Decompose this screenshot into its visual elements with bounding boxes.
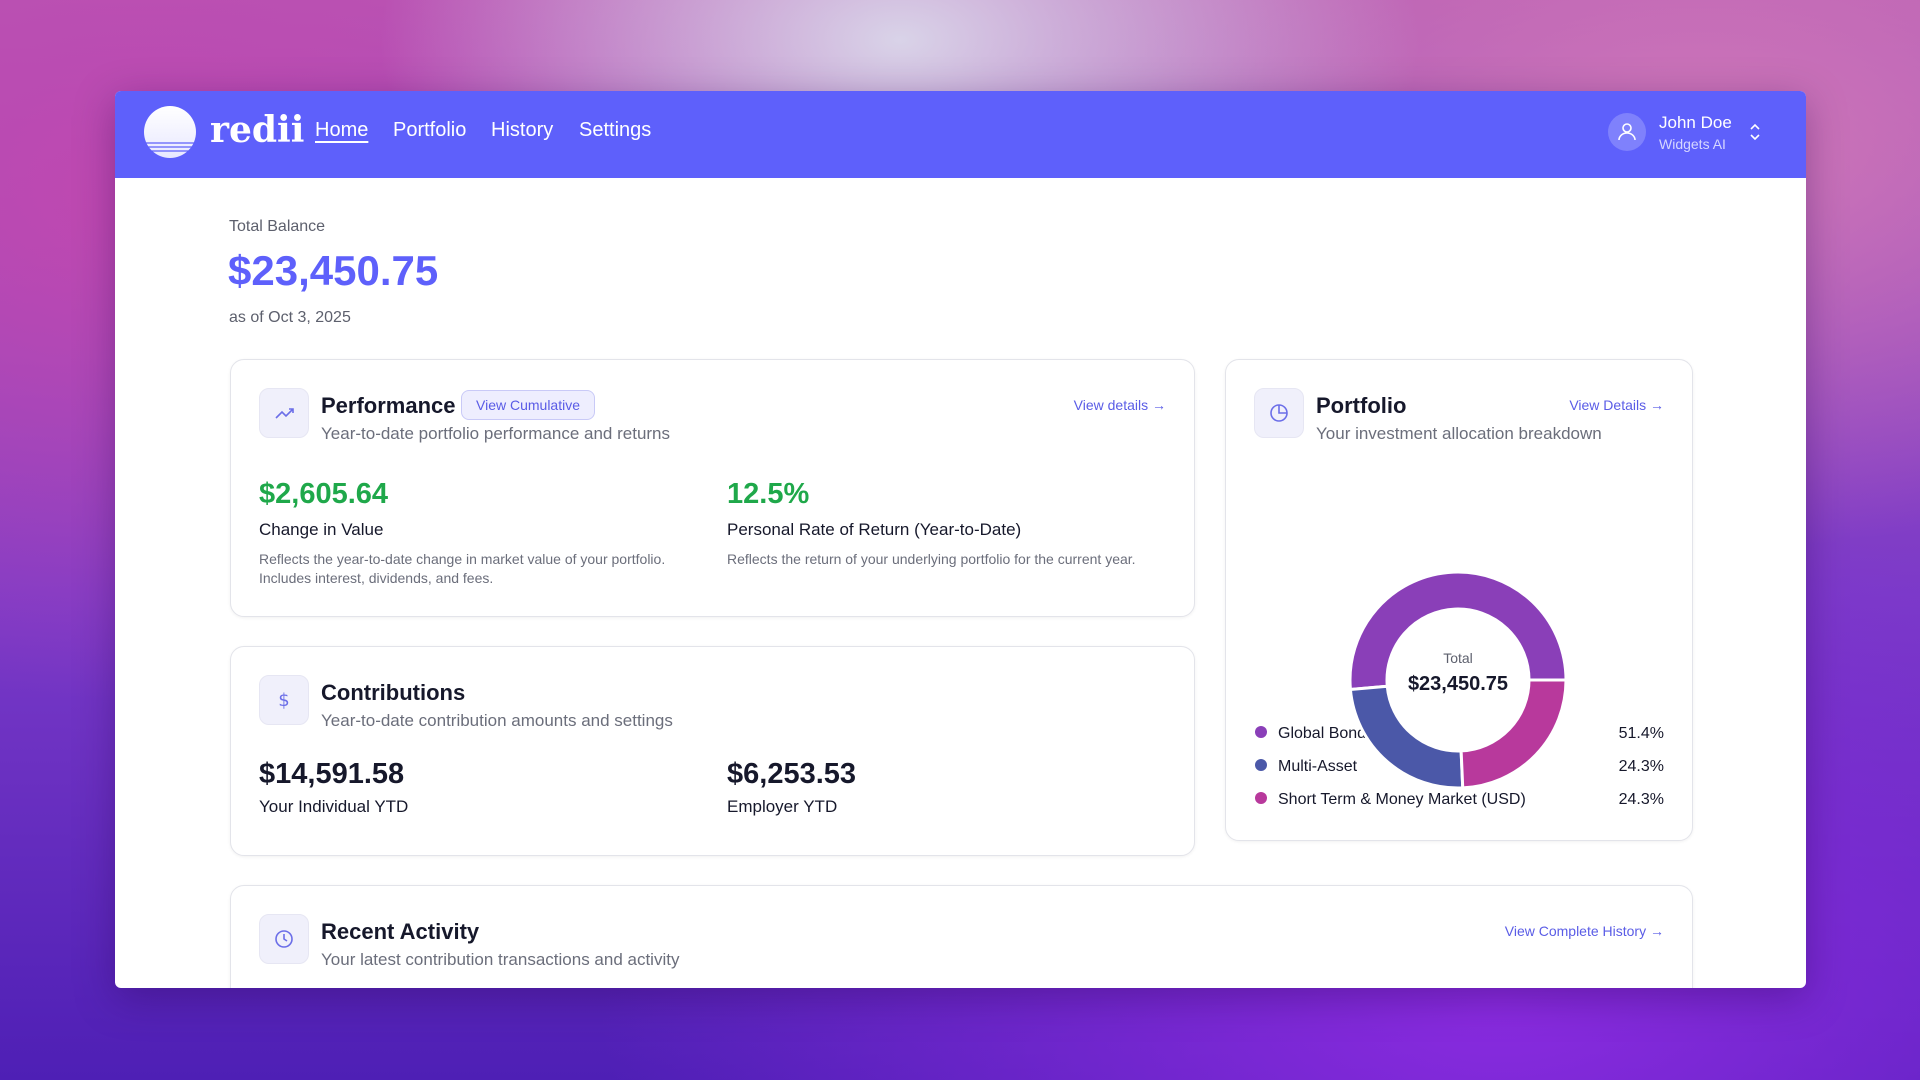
card-title: Contributions — [321, 680, 466, 705]
metric-label: Change in Value — [259, 520, 384, 539]
metric-value: $14,591.58 — [259, 758, 405, 790]
activity-card: Recent Activity View Complete History → … — [230, 885, 1693, 988]
header: redii Home Portfolio History Settings Jo… — [115, 91, 1806, 178]
balance-date: as of Oct 3, 2025 — [229, 309, 351, 326]
logo — [144, 106, 196, 158]
icon: $ — [259, 675, 309, 725]
metric-label: Your Individual YTD — [259, 797, 409, 816]
nav-link[interactable]: Settings — [579, 119, 652, 141]
donut-segment — [1459, 678, 1568, 790]
donut-segment — [1348, 684, 1465, 790]
view-details-link[interactable]: View details → — [1073, 397, 1166, 413]
legend-value: 51.4% — [1619, 725, 1664, 742]
legend-swatch — [1255, 726, 1267, 738]
badge-button[interactable]: View Cumulative — [461, 390, 596, 420]
metric-label: Personal Rate of Return (Year-to-Date) — [727, 520, 1022, 539]
card-subtitle: Your latest contribution transactions an… — [321, 950, 680, 969]
legend-label: Multi-Asset — [1278, 758, 1358, 775]
donut-segment — [1348, 570, 1568, 692]
metric-value: $6,253.53 — [727, 758, 857, 790]
balance-label: Total Balance — [229, 218, 326, 235]
contributions-card: $ Contributions Year-to-date contributio… — [230, 646, 1195, 856]
nav-link[interactable]: Portfolio — [393, 119, 467, 141]
performance-card: Performance View Cumulative View details… — [230, 359, 1195, 617]
portfolio-card: Portfolio View Details → Your investment… — [1225, 359, 1693, 841]
user-name: John Doe — [1659, 113, 1732, 132]
legend-swatch — [1255, 759, 1267, 771]
donut-center-label: Total — [1443, 650, 1473, 666]
app-window: redii Home Portfolio History Settings Jo… — [115, 91, 1806, 988]
legend-label: Short Term & Money Market (USD) — [1278, 791, 1526, 808]
legend-value: 24.3% — [1619, 791, 1664, 808]
card-title: Performance — [321, 393, 456, 418]
card-title: Recent Activity — [321, 919, 480, 944]
view-details-link[interactable]: View Details → — [1569, 397, 1664, 413]
balance-amount: $23,450.75 — [228, 247, 439, 294]
icon — [259, 388, 309, 438]
card-subtitle: Year-to-date portfolio performance and r… — [321, 424, 671, 443]
view-history-link[interactable]: View Complete History → — [1504, 923, 1664, 939]
donut-center-value: $23,450.75 — [1408, 673, 1508, 695]
nav-link[interactable]: History — [491, 119, 554, 141]
user-org: Widgets AI — [1659, 136, 1726, 152]
metric-label: Employer YTD — [727, 797, 838, 816]
metric-description: Reflects the return of your underlying p… — [727, 551, 1136, 567]
svg-text:$: $ — [278, 690, 289, 711]
user-avatar[interactable] — [1607, 112, 1647, 152]
user-menu-chevron[interactable] — [1747, 121, 1763, 143]
metric-description: Reflects the year-to-date change in mark… — [259, 551, 666, 586]
legend-label: Global Bonds — [1278, 725, 1374, 742]
metric-value: $2,605.64 — [259, 478, 389, 510]
card-subtitle: Year-to-date contribution amounts and se… — [321, 711, 673, 730]
nav-link[interactable]: Home — [315, 119, 369, 141]
legend-swatch — [1255, 792, 1267, 804]
card-subtitle: Your investment allocation breakdown — [1316, 424, 1602, 443]
metric-value: 12.5% — [727, 478, 810, 510]
icon — [1254, 388, 1304, 438]
brand: redii — [210, 109, 305, 151]
card-title: Portfolio — [1316, 393, 1407, 418]
icon — [259, 914, 309, 964]
donut-chart: Total $23,450.75 Global Bonds 51.4% Multi-… — [1255, 570, 1664, 808]
legend-value: 24.3% — [1619, 758, 1664, 775]
